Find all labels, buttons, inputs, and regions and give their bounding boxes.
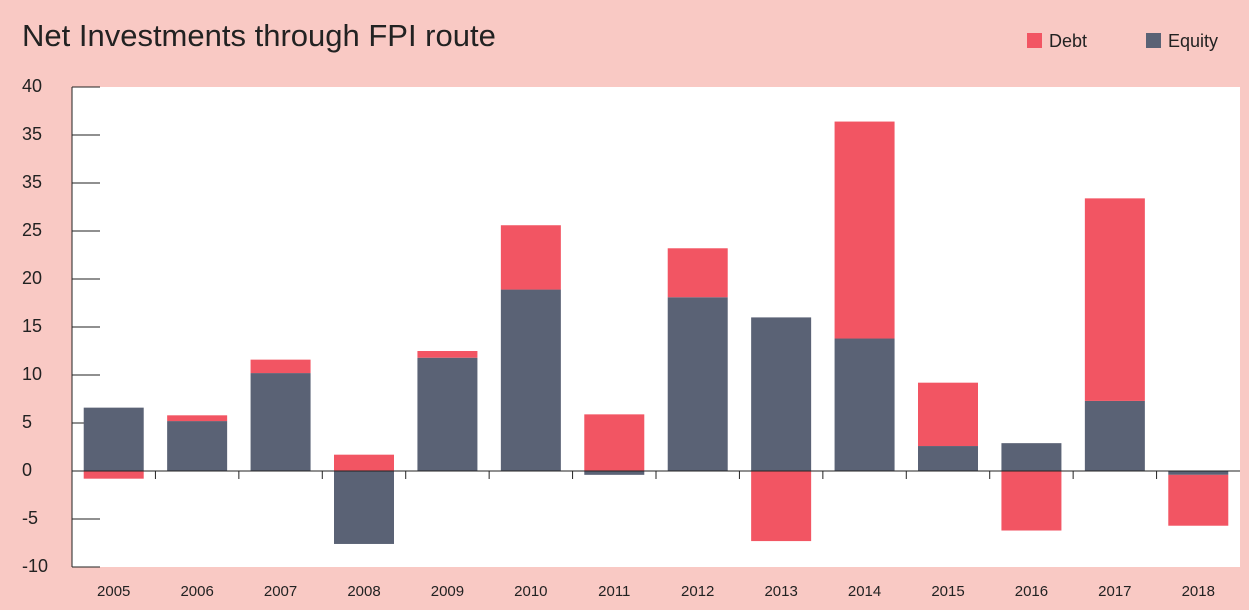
x-tick-label: 2017	[1098, 583, 1131, 600]
x-tick-label: 2010	[514, 583, 547, 600]
bar	[751, 317, 812, 471]
x-tick-label: 2018	[1182, 583, 1215, 600]
legend-label: Equity	[1168, 31, 1218, 51]
x-tick-label: 2016	[1015, 583, 1048, 600]
bar	[334, 454, 394, 471]
y-tick-label: 10	[22, 364, 42, 384]
y-tick-label: 35	[22, 124, 42, 144]
bar	[1001, 471, 1062, 531]
bar	[918, 382, 978, 447]
y-tick-label: 35	[22, 172, 42, 192]
bar	[1084, 400, 1145, 471]
x-tick-label: 2015	[931, 583, 964, 600]
y-tick-label: 15	[22, 316, 42, 336]
bar	[83, 471, 144, 479]
plot-area	[72, 87, 1240, 567]
bar	[250, 373, 311, 471]
x-tick-label: 2009	[431, 583, 464, 600]
y-tick-label: 40	[22, 76, 42, 96]
x-tick-label: 2013	[764, 583, 797, 600]
bar	[834, 338, 895, 471]
legend-swatch	[1146, 33, 1161, 48]
y-tick-label: -10	[22, 556, 48, 576]
bar	[334, 471, 394, 544]
x-tick-label: 2011	[598, 583, 630, 600]
x-tick-label: 2007	[264, 583, 297, 600]
x-tick-label: 2012	[681, 583, 714, 600]
bar	[918, 446, 978, 471]
x-tick-label: 2006	[180, 583, 213, 600]
bar	[417, 357, 478, 471]
x-tick-label: 2008	[347, 583, 380, 600]
bar	[667, 297, 728, 471]
bar	[584, 471, 645, 475]
chart-title: Net Investments through FPI route	[22, 18, 496, 53]
bar	[83, 407, 144, 471]
legend-swatch	[1027, 33, 1042, 48]
bar	[500, 289, 561, 471]
bar	[667, 248, 728, 298]
y-tick-label: 0	[22, 460, 32, 480]
bar	[167, 415, 228, 422]
y-tick-label: -5	[22, 508, 38, 528]
bar	[500, 225, 561, 290]
y-tick-label: 20	[22, 268, 42, 288]
bar	[1168, 471, 1229, 475]
y-tick-label: 25	[22, 220, 42, 240]
x-tick-label: 2005	[97, 583, 130, 600]
bar	[417, 351, 478, 358]
bar	[1084, 198, 1145, 401]
legend-label: Debt	[1049, 31, 1087, 51]
bar	[1168, 474, 1229, 526]
bar	[834, 121, 895, 339]
x-tick-label: 2014	[848, 583, 881, 600]
bar	[250, 359, 311, 374]
bar	[584, 414, 645, 471]
y-tick-label: 5	[22, 412, 32, 432]
bar	[751, 471, 812, 542]
bar	[1001, 443, 1062, 471]
bar	[167, 421, 228, 471]
